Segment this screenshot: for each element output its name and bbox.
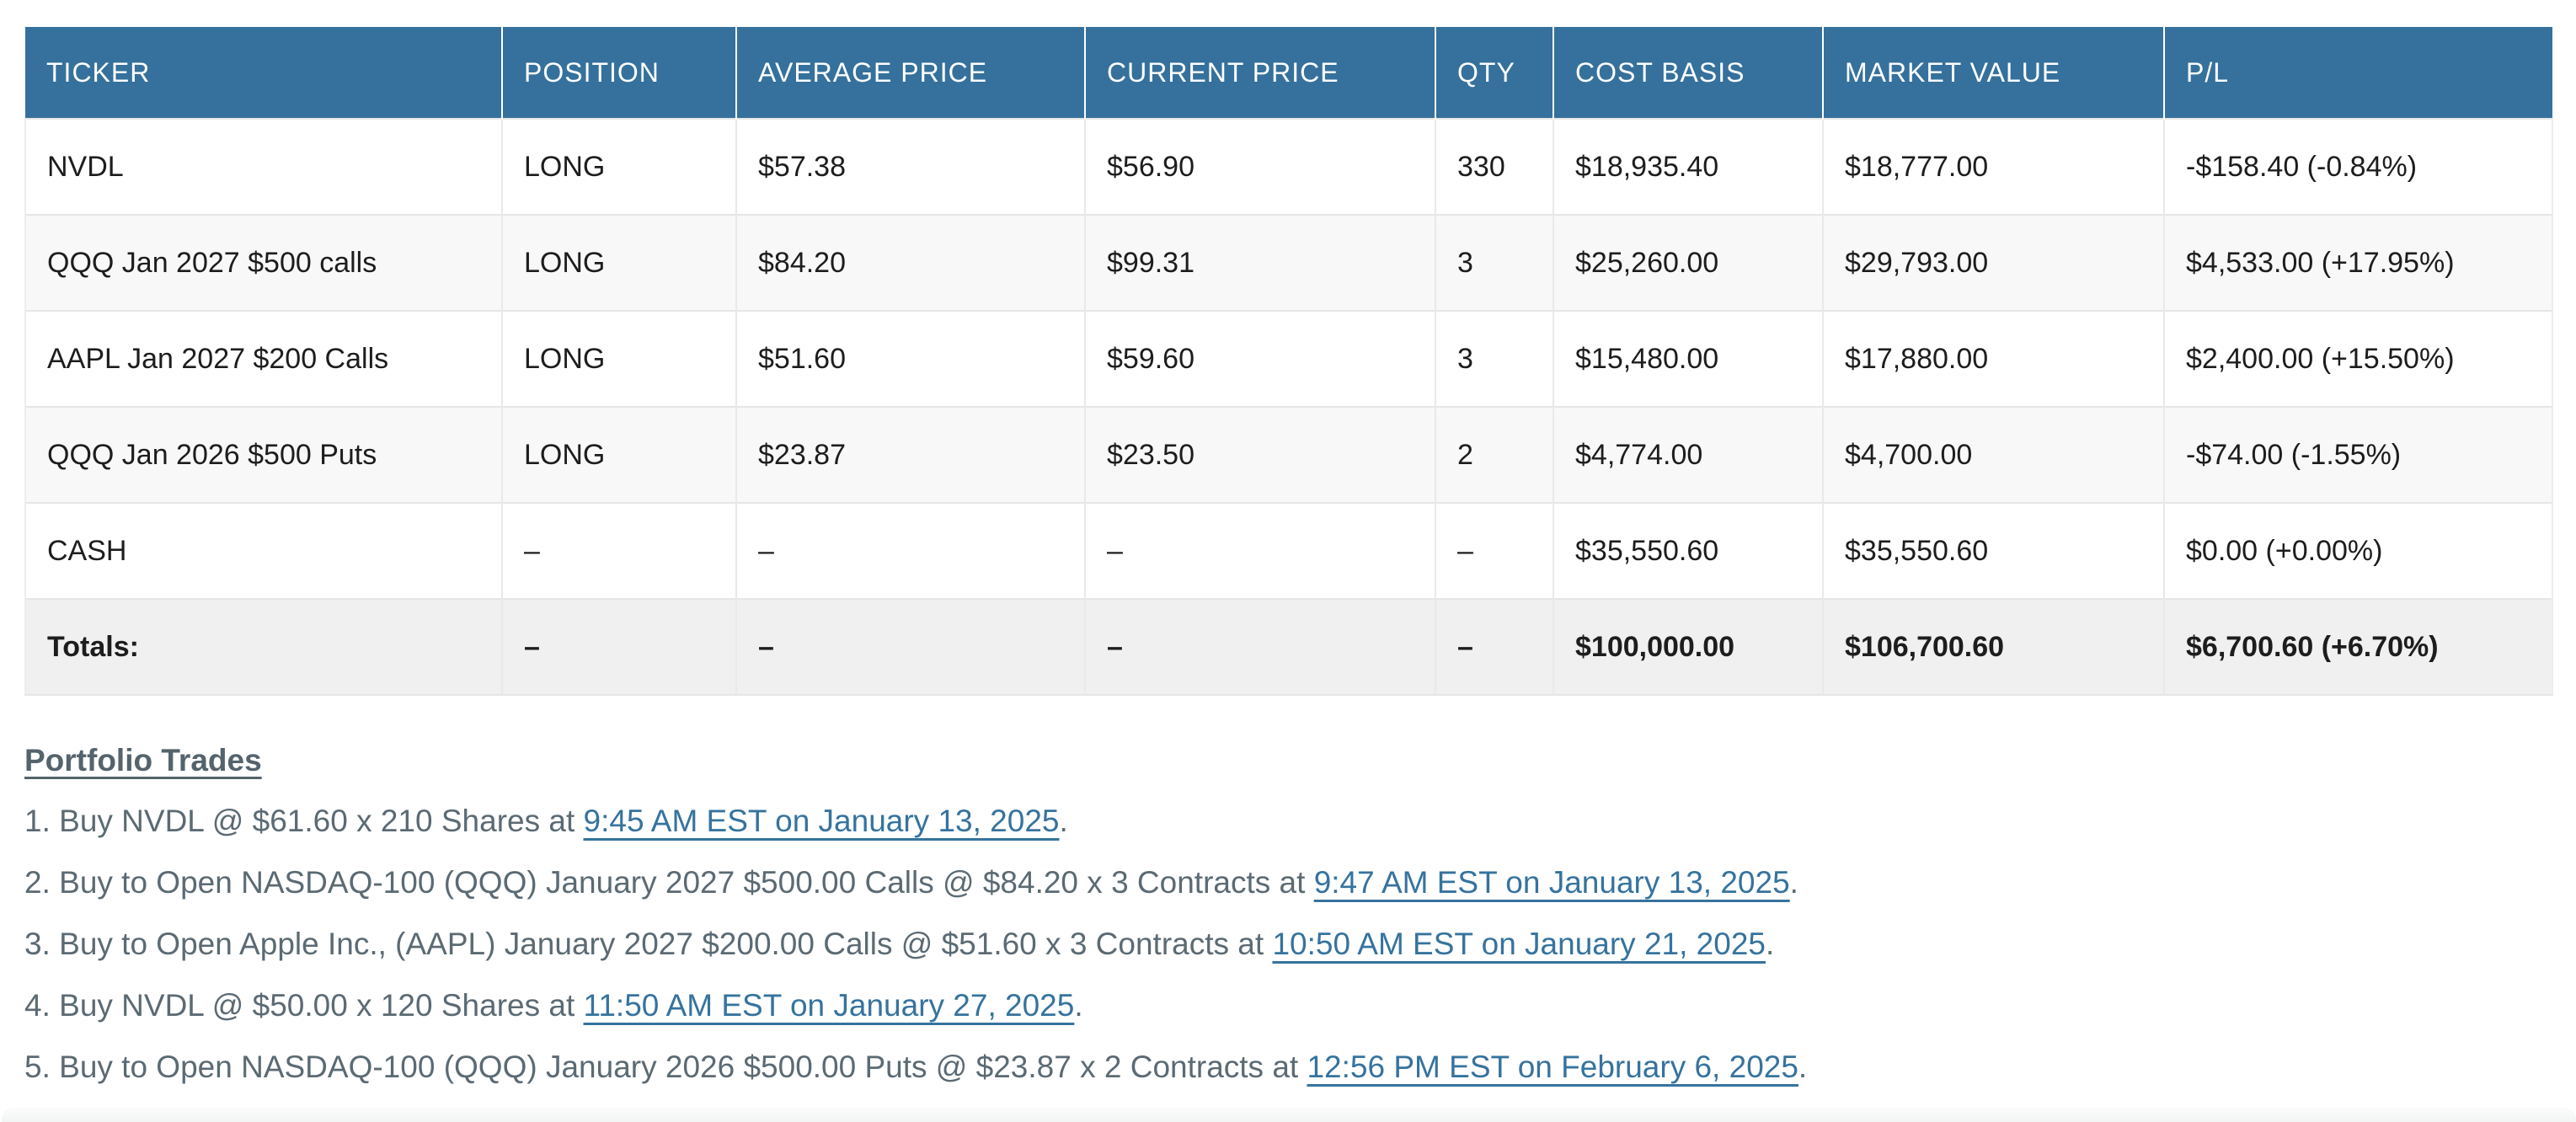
cell-current-price: $59.60 — [1084, 310, 1435, 407]
trade-text: 2. Buy to Open NASDAQ-100 (QQQ) January … — [24, 865, 1314, 900]
trade-text: 4. Buy NVDL @ $50.00 x 120 Shares at — [24, 988, 584, 1023]
cell-average-price: – — [735, 598, 1085, 696]
table-row-qqq-2026-puts: QQQ Jan 2026 $500 Puts LONG $23.87 $23.5… — [24, 406, 2553, 503]
cell-pl: -$158.40 (-0.84%) — [2163, 118, 2553, 215]
cell-qty: – — [1435, 502, 1553, 599]
table-header-row: TICKER POSITION AVERAGE PRICE CURRENT PR… — [25, 27, 2552, 119]
cell-current-price: $99.31 — [1084, 214, 1435, 311]
cell-cost-basis: $18,935.40 — [1553, 118, 1823, 215]
header-qty: QTY — [1435, 27, 1553, 119]
cell-position: – — [501, 502, 736, 599]
cell-average-price: $51.60 — [735, 310, 1085, 407]
cell-ticker: NVDL — [24, 118, 502, 215]
cell-market-value: $17,880.00 — [1822, 310, 2164, 407]
trade-text: 3. Buy to Open Apple Inc., (AAPL) Januar… — [24, 927, 1273, 961]
cell-market-value: $4,700.00 — [1822, 406, 2164, 503]
cell-market-value: $35,550.60 — [1822, 502, 2164, 599]
header-average-price: AVERAGE PRICE — [735, 27, 1085, 119]
cell-ticker: QQQ Jan 2026 $500 Puts — [24, 406, 502, 503]
cell-qty: 3 — [1435, 214, 1553, 311]
cell-current-price: $56.90 — [1084, 118, 1435, 215]
header-ticker: TICKER — [25, 27, 502, 119]
portfolio-trades-section: Portfolio Trades 1. Buy NVDL @ $61.60 x … — [24, 743, 2576, 1085]
trade-timestamp-link[interactable]: 10:50 AM EST on January 21, 2025 — [1272, 927, 1766, 961]
positions-table: TICKER POSITION AVERAGE PRICE CURRENT PR… — [24, 27, 2553, 696]
header-position: POSITION — [501, 27, 736, 119]
trade-timestamp-link[interactable]: 11:50 AM EST on January 27, 2025 — [583, 988, 1075, 1023]
cell-qty: 3 — [1435, 310, 1553, 407]
cell-pl: $6,700.60 (+6.70%) — [2163, 598, 2553, 696]
cell-qty: 2 — [1435, 406, 1553, 503]
trade-timestamp-link[interactable]: 12:56 PM EST on February 6, 2025 — [1307, 1050, 1798, 1084]
cell-ticker: AAPL Jan 2027 $200 Calls — [24, 310, 502, 407]
trade-item-1: 1. Buy NVDL @ $61.60 x 210 Shares at 9:4… — [24, 804, 2576, 839]
trade-item-4: 4. Buy NVDL @ $50.00 x 120 Shares at 11:… — [24, 988, 2576, 1023]
trade-item-3: 3. Buy to Open Apple Inc., (AAPL) Januar… — [24, 927, 2576, 962]
trade-timestamp-link[interactable]: 9:47 AM EST on January 13, 2025 — [1313, 865, 1790, 900]
cell-average-price: $57.38 — [735, 118, 1085, 215]
cell-average-price: $84.20 — [735, 214, 1085, 311]
cell-pl: $4,533.00 (+17.95%) — [2163, 214, 2553, 311]
cell-totals-label: Totals: — [24, 598, 502, 696]
table-row-nvdl: NVDL LONG $57.38 $56.90 330 $18,935.40 $… — [24, 118, 2553, 215]
trade-item-5: 5. Buy to Open NASDAQ-100 (QQQ) January … — [24, 1050, 2576, 1085]
cell-qty: 330 — [1435, 118, 1553, 215]
trade-suffix: . — [1798, 1050, 1808, 1084]
cell-cost-basis: $35,550.60 — [1553, 502, 1823, 599]
cell-position: LONG — [501, 406, 736, 503]
cell-position: LONG — [501, 214, 736, 311]
trade-suffix: . — [1766, 927, 1775, 961]
cell-cost-basis: $100,000.00 — [1553, 598, 1823, 696]
cell-average-price: – — [735, 502, 1085, 599]
cell-current-price: – — [1084, 598, 1435, 696]
cell-ticker: QQQ Jan 2027 $500 calls — [24, 214, 502, 311]
table-row-aapl-2027-calls: AAPL Jan 2027 $200 Calls LONG $51.60 $59… — [24, 310, 2553, 407]
header-cost-basis: COST BASIS — [1553, 27, 1823, 119]
trade-timestamp-link[interactable]: 9:45 AM EST on January 13, 2025 — [583, 804, 1060, 838]
cell-current-price: – — [1084, 502, 1435, 599]
cell-position: LONG — [501, 310, 736, 407]
trade-text: 5. Buy to Open NASDAQ-100 (QQQ) January … — [24, 1050, 1307, 1084]
table-row-totals: Totals: – – – – $100,000.00 $106,700.60 … — [24, 598, 2553, 696]
trade-text: 1. Buy NVDL @ $61.60 x 210 Shares at — [24, 804, 584, 838]
cell-cost-basis: $15,480.00 — [1553, 310, 1823, 407]
cell-market-value: $106,700.60 — [1822, 598, 2164, 696]
trade-suffix: . — [1074, 988, 1083, 1023]
table-row-cash: CASH – – – – $35,550.60 $35,550.60 $0.00… — [24, 502, 2553, 599]
trade-item-2: 2. Buy to Open NASDAQ-100 (QQQ) January … — [24, 865, 2576, 900]
header-current-price: CURRENT PRICE — [1084, 27, 1435, 119]
trade-suffix: . — [1059, 804, 1068, 838]
cell-pl: -$74.00 (-1.55%) — [2163, 406, 2553, 503]
header-pl: P/L — [2163, 27, 2552, 119]
cell-average-price: $23.87 — [735, 406, 1085, 503]
next-section-top-edge — [2, 1108, 2576, 1122]
cell-current-price: $23.50 — [1084, 406, 1435, 503]
cell-market-value: $18,777.00 — [1822, 118, 2164, 215]
cell-cost-basis: $25,260.00 — [1553, 214, 1823, 311]
table-row-qqq-2027-calls: QQQ Jan 2027 $500 calls LONG $84.20 $99.… — [24, 214, 2553, 311]
cell-qty: – — [1435, 598, 1553, 696]
trade-suffix: . — [1789, 865, 1798, 900]
cell-pl: $2,400.00 (+15.50%) — [2163, 310, 2553, 407]
cell-position: LONG — [501, 118, 736, 215]
portfolio-trades-heading: Portfolio Trades — [24, 743, 262, 777]
cell-ticker: CASH — [24, 502, 502, 599]
cell-market-value: $29,793.00 — [1822, 214, 2164, 311]
cell-position: – — [501, 598, 736, 696]
header-market-value: MARKET VALUE — [1822, 27, 2164, 119]
cell-cost-basis: $4,774.00 — [1553, 406, 1823, 503]
cell-pl: $0.00 (+0.00%) — [2163, 502, 2553, 599]
